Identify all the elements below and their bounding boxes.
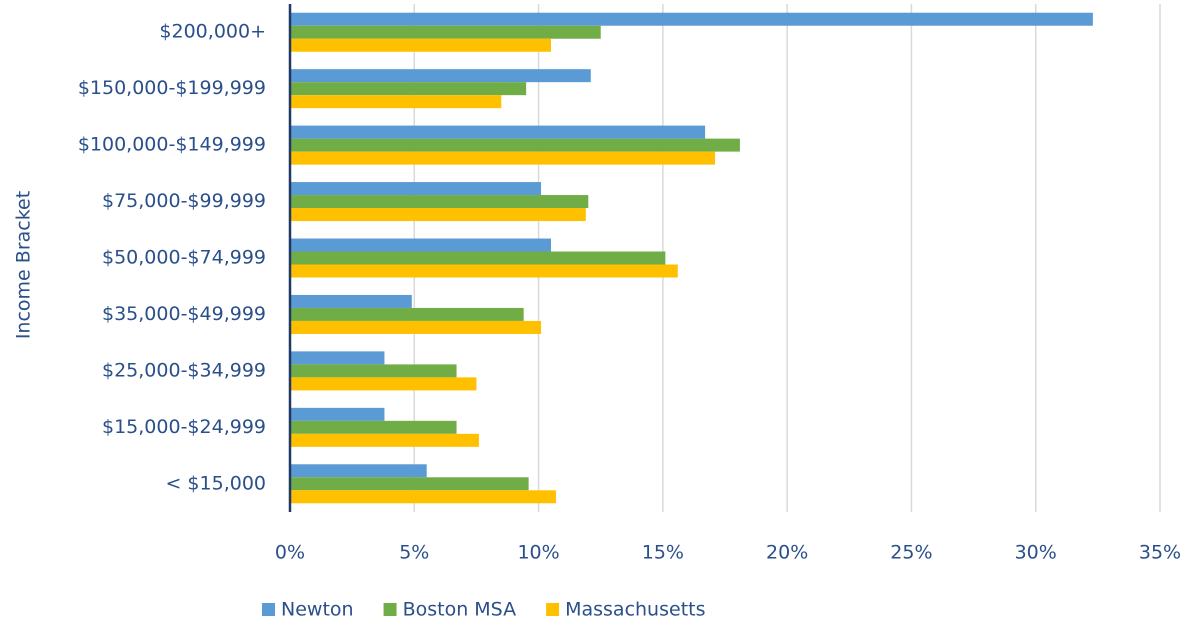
legend-label: Boston MSA — [403, 599, 517, 621]
bar — [290, 364, 457, 378]
bar — [290, 208, 586, 222]
bar — [290, 12, 1093, 26]
bar — [290, 138, 740, 152]
bar — [290, 320, 542, 334]
x-tick-label: 35% — [1139, 542, 1181, 564]
legend-swatch — [546, 603, 560, 616]
bar — [290, 125, 706, 139]
x-tick-label: 25% — [890, 542, 932, 564]
legend-label: Newton — [281, 599, 354, 621]
bar — [290, 251, 666, 265]
bar — [290, 195, 589, 209]
bar — [290, 433, 479, 447]
x-tick-label: 5% — [399, 542, 429, 564]
bar — [290, 307, 524, 321]
legend-swatch — [383, 603, 397, 616]
bar — [290, 25, 601, 39]
y-tick-label: $50,000-$74,999 — [102, 247, 266, 269]
bar — [290, 82, 527, 96]
x-tick-label: 20% — [766, 542, 808, 564]
legend-label: Massachusetts — [565, 599, 705, 621]
bar — [290, 377, 477, 391]
y-tick-label: $75,000-$99,999 — [102, 190, 266, 212]
y-tick-label: $200,000+ — [159, 21, 266, 43]
bar — [290, 490, 556, 504]
bar — [290, 407, 385, 421]
y-tick-label: $15,000-$24,999 — [102, 416, 266, 438]
bar — [290, 420, 457, 434]
x-tick-label: 0% — [275, 542, 305, 564]
legend-swatch — [262, 603, 275, 616]
y-axis-label: Income Bracket — [13, 191, 35, 339]
bar — [290, 477, 529, 491]
y-tick-label: $35,000-$49,999 — [102, 303, 266, 325]
y-tick-label: $100,000-$149,999 — [78, 134, 266, 156]
y-tick-label: $25,000-$34,999 — [102, 359, 266, 381]
bar — [290, 69, 591, 83]
bar — [290, 95, 502, 109]
bar — [290, 464, 427, 478]
x-tick-label: 15% — [642, 542, 684, 564]
bar — [290, 182, 542, 196]
bar — [290, 264, 678, 278]
bar — [290, 38, 551, 52]
bar — [290, 238, 551, 252]
bar — [290, 351, 385, 365]
y-tick-label: < $15,000 — [165, 472, 266, 494]
x-tick-label: 10% — [517, 542, 559, 564]
x-tick-label: 30% — [1015, 542, 1057, 564]
bar — [290, 151, 716, 165]
y-tick-label: $150,000-$199,999 — [78, 77, 266, 99]
bar — [290, 294, 412, 308]
